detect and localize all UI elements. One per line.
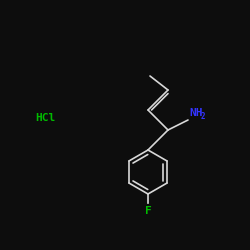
Text: 2: 2 bbox=[201, 112, 205, 121]
Text: HCl: HCl bbox=[35, 113, 55, 123]
Text: F: F bbox=[144, 206, 152, 216]
Text: NH: NH bbox=[189, 108, 202, 118]
